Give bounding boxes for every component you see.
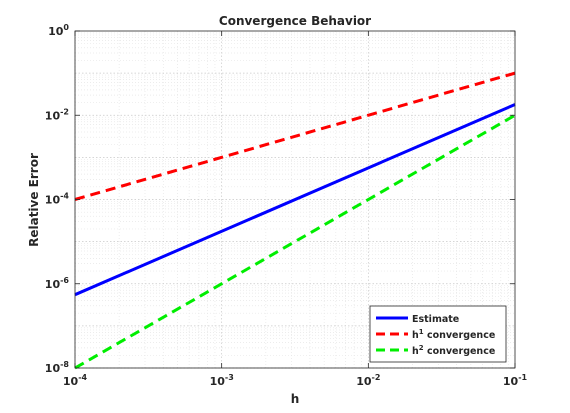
series-line-2 bbox=[74, 71, 516, 201]
x-tick-label: 10-4 bbox=[63, 373, 88, 388]
data-series bbox=[74, 71, 516, 370]
x-tick-label: 10-1 bbox=[503, 373, 528, 388]
y-tick-label: 10-2 bbox=[45, 107, 69, 122]
y-tick-label: 10-8 bbox=[45, 360, 70, 375]
x-axis-label: h bbox=[291, 392, 300, 406]
x-axis-ticks: 10-4 10-3 10-2 10-1 bbox=[63, 31, 528, 388]
legend-label: h1 convergence bbox=[412, 328, 495, 341]
legend: Estimate h1 convergence h2 convergence bbox=[369, 305, 507, 363]
chart-title: Convergence Behavior bbox=[219, 14, 371, 28]
y-tick-label: 10-4 bbox=[45, 192, 70, 207]
y-tick-label: 100 bbox=[48, 23, 69, 38]
legend-label: Estimate bbox=[412, 314, 459, 325]
y-tick-label: 10-6 bbox=[45, 276, 70, 291]
y-axis-ticks: 10-8 10-6 10-4 10-2 100 bbox=[45, 23, 515, 375]
x-tick-label: 10-2 bbox=[356, 373, 380, 388]
legend-label: h2 convergence bbox=[412, 344, 495, 357]
grid bbox=[74, 31, 515, 369]
y-axis-label: Relative Error bbox=[27, 153, 41, 247]
series-line-3 bbox=[74, 113, 516, 370]
series-line-1 bbox=[74, 103, 516, 297]
x-tick-label: 10-3 bbox=[210, 373, 234, 388]
